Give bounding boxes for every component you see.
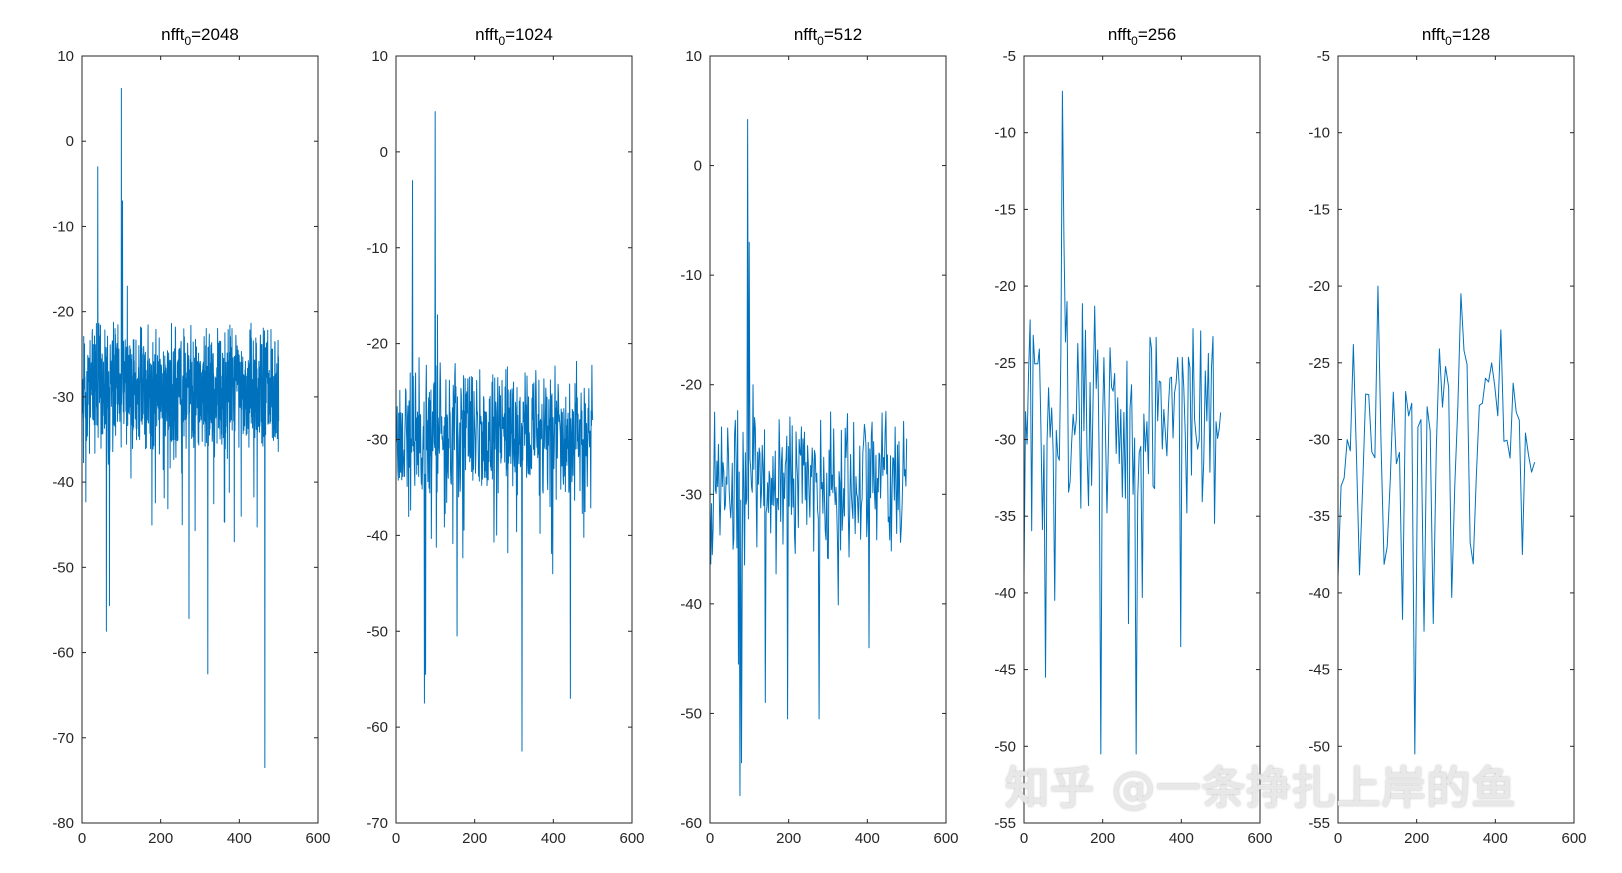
x-tick-label: 200 xyxy=(1404,830,1429,847)
y-tick-label: -60 xyxy=(366,719,388,736)
series-line-1 xyxy=(1023,90,1222,755)
x-tick-label: 400 xyxy=(1483,830,1508,847)
y-tick-label: -60 xyxy=(680,815,702,832)
y-tick-label: 0 xyxy=(694,158,702,175)
series-line-1 xyxy=(1337,285,1536,755)
x-tick-label: 600 xyxy=(1561,830,1586,847)
y-tick-label: -45 xyxy=(994,662,1016,679)
y-tick-label: -5 xyxy=(1317,48,1330,65)
y-tick-label: -20 xyxy=(994,278,1016,295)
y-tick-label: -20 xyxy=(1308,278,1330,295)
y-tick-label: -50 xyxy=(366,623,388,640)
x-tick-label: 600 xyxy=(1247,830,1272,847)
y-tick-label: 0 xyxy=(380,144,388,161)
y-tick-label: -40 xyxy=(994,585,1016,602)
y-tick-label: -20 xyxy=(680,377,702,394)
y-tick-label: -80 xyxy=(52,815,74,832)
y-tick-label: -55 xyxy=(994,815,1016,832)
y-tick-label: -40 xyxy=(52,474,74,491)
y-tick-label: -30 xyxy=(680,486,702,503)
y-tick-label: -10 xyxy=(680,267,702,284)
y-tick-label: -50 xyxy=(52,559,74,576)
subplot-1: 0 200 400 600 -80 -70 -60 -50 -40 -30 -20 -10 0 10 nff… xyxy=(52,25,330,847)
y-tick-label: -30 xyxy=(994,432,1016,449)
y-tick-label: -10 xyxy=(52,218,74,235)
x-tick-label: 600 xyxy=(619,830,644,847)
y-tick-label: -60 xyxy=(52,645,74,662)
subplot-title: nfft0=128 xyxy=(1422,25,1490,48)
y-tick-label: -70 xyxy=(366,815,388,832)
watermark: 知乎 @一条挣扎上岸的鱼 xyxy=(1005,763,1517,814)
y-tick-label: 10 xyxy=(371,48,388,65)
subplot-title: nfft0=2048 xyxy=(161,25,239,48)
series-line-1 xyxy=(395,111,594,752)
y-tick-label: -10 xyxy=(1308,125,1330,142)
y-tick-label: -15 xyxy=(994,201,1016,218)
y-tick-label: -30 xyxy=(366,432,388,449)
subplot-title: nfft0=512 xyxy=(794,25,862,48)
y-tick-label: -45 xyxy=(1308,662,1330,679)
x-tick-label: 600 xyxy=(933,830,958,847)
x-tick-label: 0 xyxy=(1334,830,1342,847)
y-tick-label: -10 xyxy=(366,240,388,257)
subplot-2: 0 200 400 600 -70 -60 -50 -40 -30 -20 -10 0 10 nfft0=… xyxy=(366,25,644,847)
y-tick-label: -55 xyxy=(1308,815,1330,832)
y-tick-label: -35 xyxy=(994,508,1016,525)
x-tick-label: 400 xyxy=(855,830,880,847)
subplot-title: nfft0=256 xyxy=(1108,25,1176,48)
x-tick-label: 400 xyxy=(541,830,566,847)
y-tick-label: -25 xyxy=(1308,355,1330,372)
x-tick-label: 400 xyxy=(227,830,252,847)
x-tick-label: 200 xyxy=(148,830,173,847)
axes-box xyxy=(709,55,947,824)
y-tick-label: -10 xyxy=(994,125,1016,142)
y-tick-label: 10 xyxy=(57,48,74,65)
y-tick-label: -20 xyxy=(366,336,388,353)
y-tick-label: -70 xyxy=(52,730,74,747)
y-tick-label: -30 xyxy=(52,389,74,406)
y-tick-label: -40 xyxy=(366,527,388,544)
x-tick-label: 200 xyxy=(1090,830,1115,847)
series-line-1 xyxy=(81,87,280,769)
subplot-title: nfft0=1024 xyxy=(475,25,553,48)
subplot-5: 0 200 400 600 -55 -50 -45 -40 -35 -30 -25 -20 -15 -10… xyxy=(1308,25,1586,847)
y-tick-label: -40 xyxy=(1308,585,1330,602)
x-tick-label: 400 xyxy=(1169,830,1194,847)
y-tick-label: -50 xyxy=(1308,738,1330,755)
y-tick-label: -15 xyxy=(1308,201,1330,218)
axes-box xyxy=(1337,55,1575,824)
x-tick-label: 0 xyxy=(392,830,400,847)
y-tick-label: -50 xyxy=(994,738,1016,755)
y-tick-label: 10 xyxy=(685,48,702,65)
x-tick-label: 0 xyxy=(1020,830,1028,847)
subplot-3: 0 200 400 600 -60 -50 -40 -30 -20 -10 0 10 nfft0=512 xyxy=(680,25,958,847)
y-tick-label: -25 xyxy=(994,355,1016,372)
x-tick-label: 200 xyxy=(462,830,487,847)
x-tick-label: 0 xyxy=(78,830,86,847)
subplot-4: 0 200 400 600 -55 -50 -45 -40 -35 -30 -25 -20 -15 -10… xyxy=(994,25,1272,847)
y-tick-label: -30 xyxy=(1308,432,1330,449)
x-tick-label: 600 xyxy=(305,830,330,847)
x-tick-label: 200 xyxy=(776,830,801,847)
y-tick-label: -40 xyxy=(680,596,702,613)
y-tick-label: -20 xyxy=(52,304,74,321)
x-tick-label: 0 xyxy=(706,830,714,847)
axes-box xyxy=(81,55,319,824)
y-tick-label: -35 xyxy=(1308,508,1330,525)
series-line-1 xyxy=(709,119,908,797)
y-tick-label: -5 xyxy=(1003,48,1016,65)
y-tick-label: -50 xyxy=(680,705,702,722)
y-tick-label: 0 xyxy=(66,133,74,150)
